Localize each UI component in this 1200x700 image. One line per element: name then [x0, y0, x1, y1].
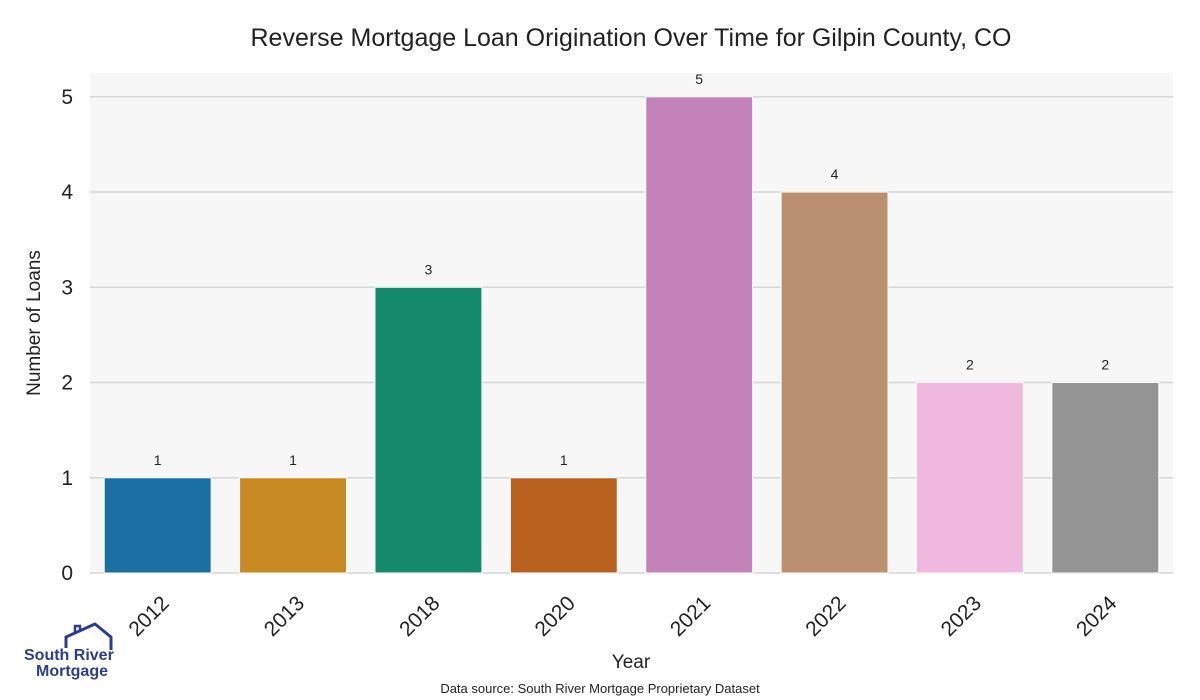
bar-2021 — [645, 96, 754, 574]
y-tick-labels: 0 1 2 3 4 5 — [61, 86, 73, 585]
logo-line-2: Mortgage — [36, 663, 108, 680]
x-axis-label: Year — [612, 652, 651, 673]
data-source-note: Data source: South River Mortgage Propri… — [440, 681, 760, 696]
logo: South River Mortgage — [24, 622, 114, 680]
bar-2022 — [780, 191, 889, 574]
y-axis-label: Number of Loans — [24, 250, 45, 396]
chart-title: Reverse Mortgage Loan Origination Over T… — [251, 24, 1012, 52]
bar-2023 — [915, 382, 1024, 574]
bar-2020 — [509, 477, 618, 574]
logo-line-1: South River — [24, 647, 114, 664]
data-label-2012: 1 — [154, 452, 162, 468]
bar-2024 — [1051, 382, 1160, 574]
bar-2018 — [374, 286, 483, 574]
x-tick-label: 2018 — [395, 592, 444, 641]
x-tick-labels: 2012 2013 2018 2020 2021 2022 2023 2024 — [124, 592, 1121, 642]
y-tick-label: 1 — [61, 467, 73, 490]
bars: 1 1 3 1 5 4 2 2 — [103, 71, 1160, 574]
data-label-2022: 4 — [831, 166, 839, 182]
x-tick-label: 2012 — [124, 592, 173, 641]
x-tick-label: 2013 — [260, 592, 309, 641]
house-icon — [64, 622, 113, 650]
data-label-2018: 3 — [425, 261, 433, 277]
bar-2012 — [103, 477, 212, 574]
data-label-2021: 5 — [695, 71, 703, 87]
data-label-2013: 1 — [289, 452, 297, 468]
data-label-2023: 2 — [966, 357, 974, 373]
x-tick-label: 2021 — [666, 592, 715, 641]
bar-2013 — [239, 477, 348, 574]
y-tick-label: 2 — [61, 372, 73, 395]
x-tick-label: 2024 — [1072, 592, 1122, 642]
x-tick-label: 2022 — [801, 592, 850, 641]
y-tick-label: 5 — [61, 86, 73, 109]
data-label-2024: 2 — [1101, 357, 1109, 373]
y-tick-label: 3 — [61, 276, 73, 299]
y-tick-label: 0 — [61, 562, 73, 585]
y-tick-label: 4 — [61, 181, 73, 204]
data-label-2020: 1 — [560, 452, 568, 468]
x-tick-label: 2020 — [531, 592, 580, 641]
x-tick-label: 2023 — [937, 592, 986, 641]
